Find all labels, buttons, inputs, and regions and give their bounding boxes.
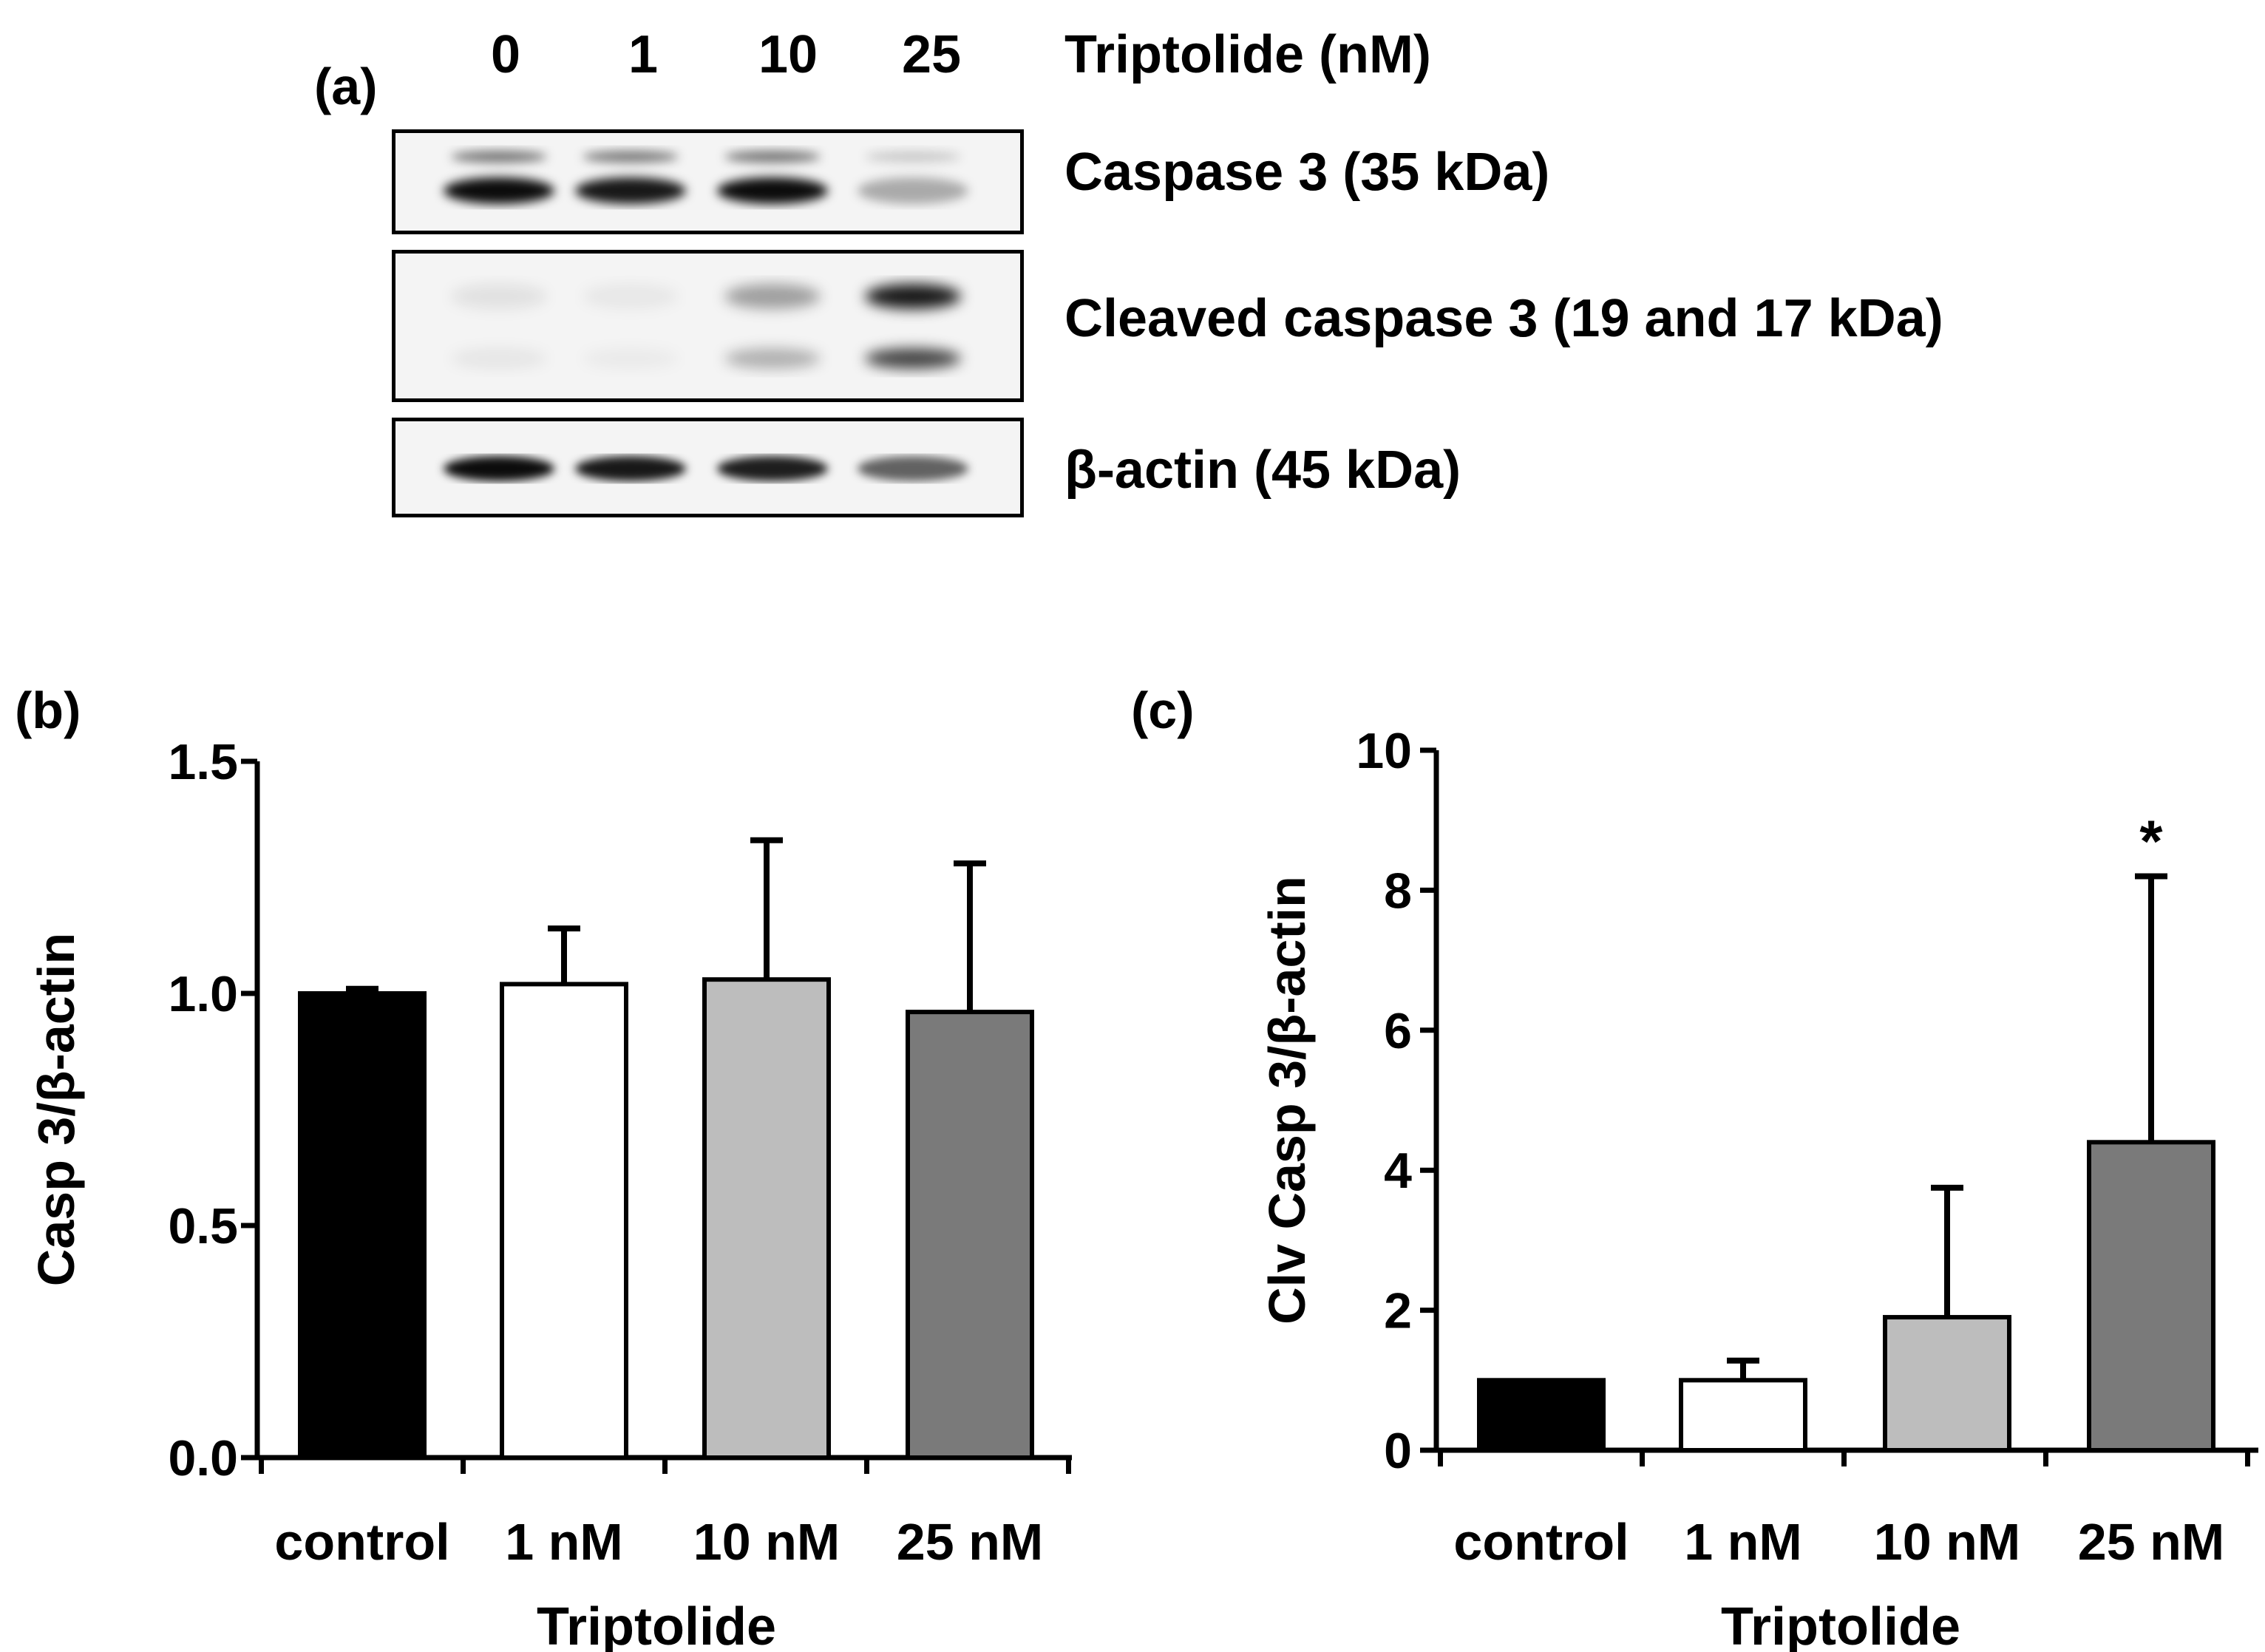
y-tick-label-1-5: 10 bbox=[1356, 723, 1412, 779]
y-tick-label-0-2: 1.0 bbox=[168, 966, 238, 1022]
band-1-lane-2-1 bbox=[724, 348, 821, 369]
bar-0-3 bbox=[906, 1010, 1034, 1460]
y-tick-label-0-0: 0.0 bbox=[168, 1430, 238, 1486]
blot-beta-actin-bands bbox=[444, 456, 968, 481]
band-2-lane-3-0 bbox=[858, 456, 968, 481]
band-1-lane-2-0 bbox=[724, 284, 821, 309]
bar-0-1 bbox=[500, 982, 628, 1460]
blot-caspase-3 bbox=[392, 129, 1024, 234]
bar-0-0 bbox=[298, 991, 427, 1460]
panel-0-letter: (b) bbox=[15, 681, 81, 739]
band-1-lane-1-0 bbox=[583, 284, 679, 309]
band-0-lane-0-1 bbox=[451, 151, 547, 163]
band-0-lane-0-0 bbox=[444, 177, 554, 204]
x-axis-label-0: Triptolide bbox=[537, 1597, 776, 1652]
concentration-axis-label: Triptolide (nM) bbox=[1064, 25, 1431, 84]
y-axis-label-0: Casp 3/β-actin bbox=[27, 933, 85, 1286]
band-1-lane-0-1 bbox=[451, 348, 547, 369]
band-0-lane-3-0 bbox=[858, 177, 968, 204]
band-2-lane-0-0 bbox=[444, 456, 554, 481]
blot-label-cleaved-caspase-3: Cleaved caspase 3 (19 and 17 kDa) bbox=[1064, 289, 1943, 348]
band-2-lane-2-0 bbox=[717, 456, 828, 481]
band-2-lane-1-0 bbox=[575, 456, 686, 481]
bar-1-2 bbox=[1883, 1315, 2011, 1452]
y-tick-label-0-3: 1.5 bbox=[168, 734, 238, 790]
chart-b: (b) 0.0 0.5 1.0 1.5 Casp 3/β-actin control 1 nM… bbox=[15, 681, 1072, 1652]
bar-1-1 bbox=[1679, 1378, 1807, 1453]
band-1-lane-1-1 bbox=[583, 348, 679, 369]
y-tick-label-1-1: 2 bbox=[1384, 1283, 1412, 1339]
blot-cleaved-caspase-3 bbox=[392, 250, 1024, 402]
category-label-1-2: 10 nM bbox=[1874, 1513, 2020, 1571]
blot-label-caspase-3: Caspase 3 (35 kDa) bbox=[1064, 143, 1550, 202]
category-label-0-0: control bbox=[274, 1513, 449, 1571]
band-0-lane-1-0 bbox=[575, 177, 686, 204]
bar-1-0 bbox=[1477, 1378, 1606, 1453]
category-label-0-3: 25 nM bbox=[897, 1513, 1043, 1571]
lane-label-25: 25 bbox=[901, 25, 962, 84]
category-label-1-0: control bbox=[1453, 1513, 1629, 1571]
y-tick-label-0-1: 0.5 bbox=[168, 1198, 238, 1254]
band-1-lane-3-1 bbox=[865, 348, 961, 369]
band-0-lane-2-1 bbox=[724, 151, 821, 163]
x-axis-label-1: Triptolide bbox=[1721, 1597, 1960, 1652]
bar-1-3 bbox=[2087, 1140, 2215, 1452]
lane-label-10: 10 bbox=[758, 25, 818, 84]
band-0-lane-2-0 bbox=[717, 177, 828, 204]
band-1-lane-0-0 bbox=[451, 284, 547, 309]
chart-c: (c) 0 2 4 6 8 10 Clv Casp 3/β-actin control 1 nM 1… bbox=[1131, 681, 2258, 1652]
lane-label-1: 1 bbox=[628, 25, 659, 84]
annotation-1-0: * bbox=[2139, 808, 2163, 874]
category-label-0-2: 10 nM bbox=[693, 1513, 840, 1571]
category-label-0-1: 1 nM bbox=[505, 1513, 622, 1571]
lane-label-0: 0 bbox=[490, 25, 521, 84]
y-axis-label-1: Clv Casp 3/β-actin bbox=[1258, 876, 1316, 1325]
band-0-lane-1-1 bbox=[583, 151, 679, 163]
blot-label-beta-actin: β-actin (45 kDa) bbox=[1064, 441, 1461, 500]
band-1-lane-3-0 bbox=[865, 284, 961, 309]
y-tick-label-1-3: 6 bbox=[1384, 1003, 1412, 1059]
panel-a-label: (a) bbox=[314, 58, 378, 115]
panel-1-letter: (c) bbox=[1131, 681, 1195, 739]
band-0-lane-3-1 bbox=[865, 151, 961, 163]
blot-cleaved-caspase-3-bands bbox=[451, 284, 961, 369]
blot-caspase-3-bands bbox=[444, 151, 968, 204]
y-tick-label-1-4: 8 bbox=[1384, 863, 1412, 919]
category-label-1-3: 25 nM bbox=[2078, 1513, 2224, 1571]
y-tick-label-1-2: 4 bbox=[1384, 1143, 1412, 1199]
bar-0-2 bbox=[702, 977, 831, 1461]
blot-beta-actin bbox=[392, 418, 1024, 517]
category-label-1-1: 1 nM bbox=[1684, 1513, 1802, 1571]
y-tick-label-1-0: 0 bbox=[1384, 1423, 1412, 1479]
